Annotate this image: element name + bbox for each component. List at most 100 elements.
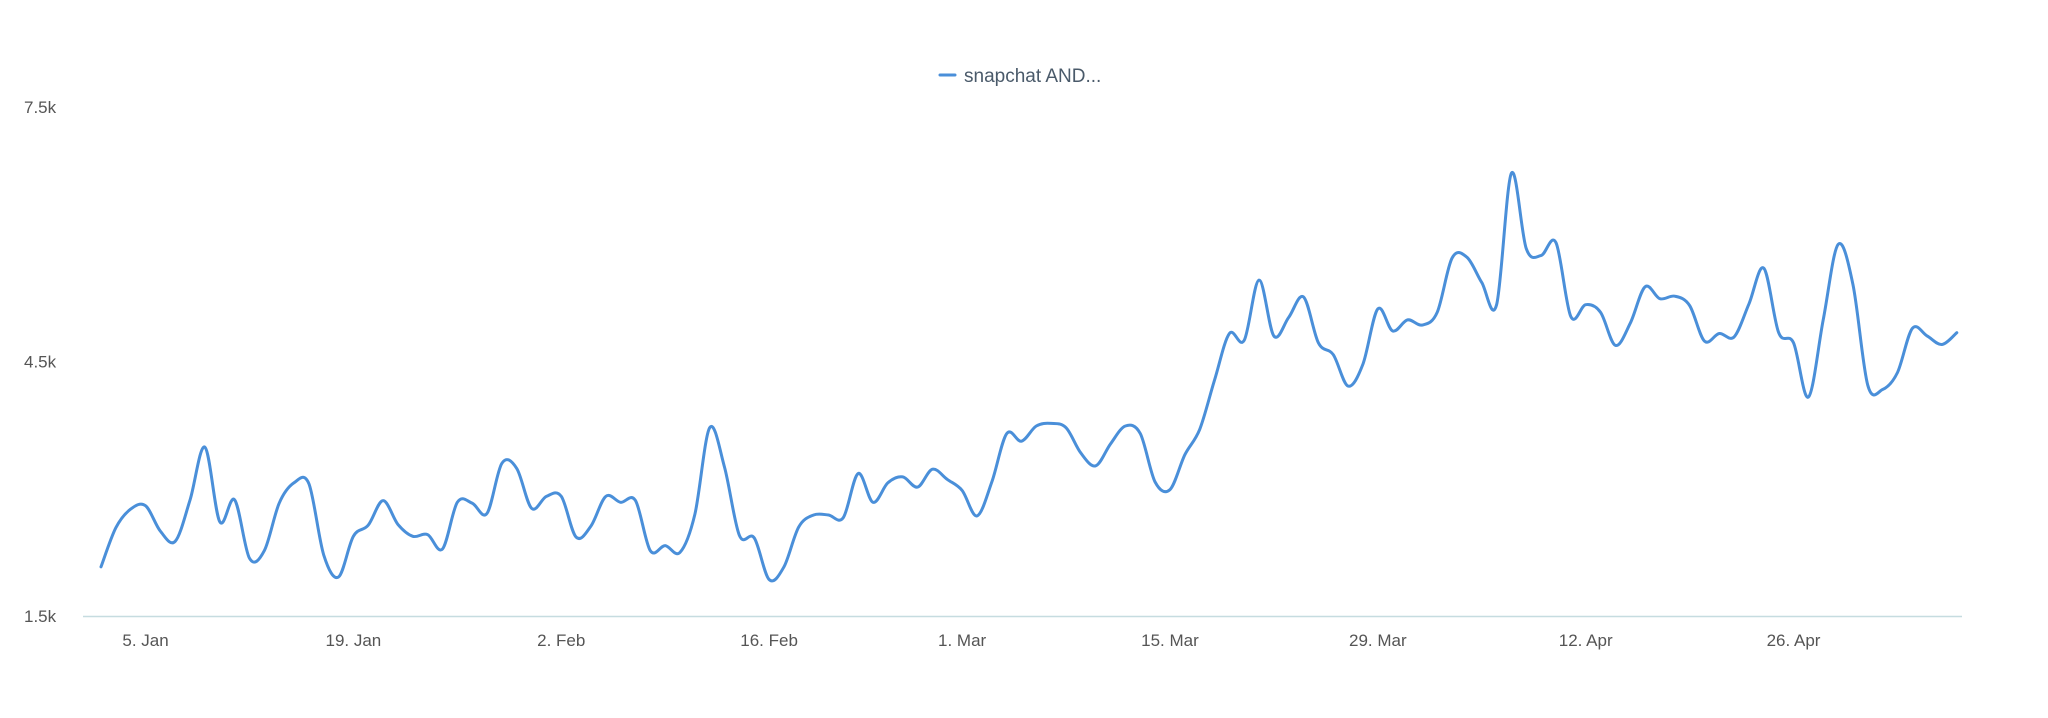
data-point[interactable] [884, 479, 892, 487]
data-point[interactable] [335, 573, 343, 581]
data-point[interactable] [1329, 351, 1337, 359]
data-point[interactable] [1389, 327, 1397, 335]
data-point[interactable] [587, 522, 595, 530]
data-point[interactable] [1196, 425, 1204, 433]
data-point[interactable] [1047, 419, 1055, 427]
data-point[interactable] [275, 499, 283, 507]
data-point[interactable] [1211, 376, 1219, 384]
data-point[interactable] [602, 492, 610, 500]
data-point[interactable] [1121, 422, 1129, 430]
data-point[interactable] [721, 464, 729, 472]
data-point[interactable] [1730, 333, 1738, 341]
data-point[interactable] [1404, 316, 1412, 324]
data-point[interactable] [453, 498, 461, 506]
data-point[interactable] [1686, 302, 1694, 310]
data-point[interactable] [1225, 330, 1233, 338]
data-point[interactable] [1166, 486, 1174, 494]
data-point[interactable] [1894, 369, 1902, 377]
data-point[interactable] [1819, 316, 1827, 324]
data-point[interactable] [1701, 337, 1709, 345]
data-point[interactable] [1626, 319, 1634, 327]
data-point[interactable] [186, 496, 194, 504]
data-point[interactable] [1478, 279, 1486, 287]
data-point[interactable] [1032, 422, 1040, 430]
data-point[interactable] [542, 492, 550, 500]
data-point[interactable] [498, 459, 506, 467]
data-point[interactable] [1507, 169, 1515, 177]
data-point[interactable] [914, 483, 922, 491]
data-point[interactable] [988, 478, 996, 486]
data-point[interactable] [424, 531, 432, 539]
data-point[interactable] [869, 498, 877, 506]
legend[interactable]: snapchat AND... [938, 66, 1101, 87]
data-point[interactable] [1567, 313, 1575, 321]
data-point[interactable] [735, 531, 743, 539]
data-point[interactable] [632, 497, 640, 505]
data-point[interactable] [646, 547, 654, 555]
data-point[interactable] [1181, 451, 1189, 459]
data-point[interactable] [928, 465, 936, 473]
data-point[interactable] [483, 509, 491, 517]
data-point[interactable] [112, 524, 120, 532]
data-point[interactable] [1300, 293, 1308, 301]
data-point[interactable] [1255, 276, 1263, 284]
data-point[interactable] [1285, 313, 1293, 321]
data-point[interactable] [1849, 280, 1857, 288]
data-point[interactable] [364, 521, 372, 529]
data-point[interactable] [676, 548, 684, 556]
data-point[interactable] [1597, 308, 1605, 316]
data-point[interactable] [1418, 321, 1426, 329]
data-point[interactable] [1864, 381, 1872, 389]
data-point[interactable] [394, 520, 402, 528]
data-point[interactable] [795, 523, 803, 531]
data-point[interactable] [1077, 449, 1085, 457]
data-point[interactable] [1923, 332, 1931, 340]
data-point[interactable] [1537, 252, 1545, 260]
data-point[interactable] [1107, 440, 1115, 448]
data-point[interactable] [1092, 462, 1100, 470]
data-point[interactable] [260, 547, 268, 555]
data-point[interactable] [1908, 324, 1916, 332]
data-point[interactable] [528, 504, 536, 512]
data-point[interactable] [1552, 239, 1560, 247]
data-point[interactable] [468, 499, 476, 507]
data-point[interactable] [201, 443, 209, 451]
data-point[interactable] [943, 475, 951, 483]
data-point[interactable] [1151, 478, 1159, 486]
data-point[interactable] [1493, 301, 1501, 309]
data-point[interactable] [1582, 301, 1590, 309]
data-point[interactable] [1745, 300, 1753, 308]
data-point[interactable] [1938, 341, 1946, 349]
data-point[interactable] [1790, 339, 1798, 347]
data-point[interactable] [246, 554, 254, 562]
data-point[interactable] [290, 479, 298, 487]
data-point[interactable] [379, 497, 387, 505]
data-point[interactable] [1062, 424, 1070, 432]
data-point[interactable] [1136, 430, 1144, 438]
data-point[interactable] [1003, 430, 1011, 438]
data-point[interactable] [409, 532, 417, 540]
data-point[interactable] [1671, 292, 1679, 300]
data-point[interactable] [513, 464, 521, 472]
data-point[interactable] [97, 563, 105, 571]
data-point[interactable] [171, 537, 179, 545]
data-point[interactable] [320, 551, 328, 559]
data-point[interactable] [231, 496, 239, 504]
data-point[interactable] [1611, 341, 1619, 349]
data-point[interactable] [216, 518, 224, 526]
data-point[interactable] [572, 533, 580, 541]
data-point[interactable] [899, 473, 907, 481]
data-point[interactable] [1314, 339, 1322, 347]
data-point[interactable] [1018, 437, 1026, 445]
data-point[interactable] [973, 512, 981, 520]
data-point[interactable] [1522, 245, 1530, 253]
data-point[interactable] [305, 480, 313, 488]
data-point[interactable] [825, 511, 833, 519]
data-point[interactable] [439, 545, 447, 553]
data-point[interactable] [1834, 240, 1842, 248]
data-point[interactable] [706, 424, 714, 432]
data-point[interactable] [1804, 393, 1812, 401]
data-point[interactable] [1359, 360, 1367, 368]
data-point[interactable] [142, 502, 150, 510]
legend-label[interactable]: snapchat AND... [964, 66, 1101, 87]
